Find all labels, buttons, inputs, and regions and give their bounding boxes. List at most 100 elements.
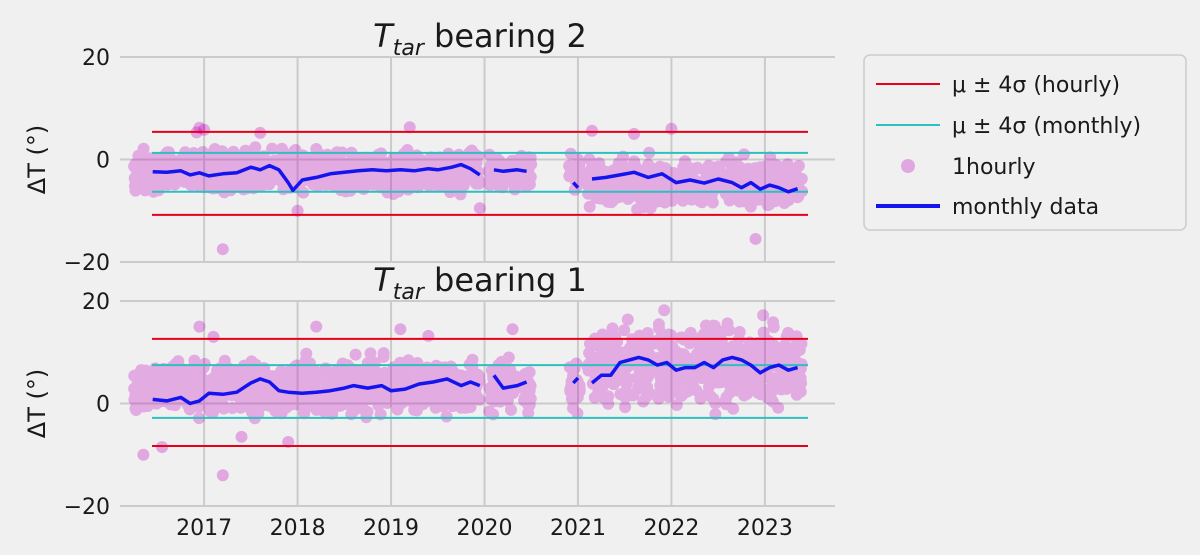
hourly-scatter-point: [666, 373, 678, 386]
hourly-scatter-point: [216, 469, 229, 482]
hourly-scatter-point: [738, 148, 750, 161]
hourly-scatter-point: [262, 391, 274, 404]
hourly-scatter-point: [795, 337, 808, 350]
hourly-scatter-point: [518, 391, 531, 404]
hourly-scatter-point: [566, 386, 579, 399]
hourly-scatter-point: [368, 370, 381, 383]
hourly-scatter-point: [178, 152, 191, 165]
hourly-scatter-point: [565, 375, 578, 388]
hourly-scatter-point: [307, 380, 320, 393]
hourly-scatter-point: [624, 345, 637, 358]
hourly-scatter-point: [428, 385, 441, 397]
hourly-scatter-point: [628, 127, 641, 140]
hourly-scatter-point: [203, 376, 216, 389]
hourly-scatter-point: [257, 381, 270, 394]
hourly-scatter-point: [764, 382, 777, 395]
hourly-scatter-point: [564, 385, 577, 397]
hourly-scatter-point: [782, 326, 795, 339]
hourly-scatter-point: [454, 172, 467, 185]
hourly-scatter-point: [664, 340, 676, 353]
hourly-scatter-point: [266, 168, 279, 181]
hourly-scatter-point: [473, 202, 486, 215]
hourly-scatter-point: [466, 173, 479, 186]
hourly-scatter-point: [311, 179, 324, 192]
hourly-scatter-point: [666, 194, 679, 207]
hourly-scatter-point: [155, 171, 168, 184]
hourly-scatter-point: [470, 177, 483, 190]
hourly-scatter-point: [640, 339, 653, 352]
hourly-scatter-point: [654, 379, 667, 392]
hourly-scatter-point: [201, 161, 214, 174]
hourly-scatter-point: [235, 370, 248, 383]
hourly-scatter-point: [194, 158, 207, 171]
hourly-scatter-point: [396, 174, 409, 187]
hourly-scatter-point: [141, 381, 154, 394]
hourly-scatter-point: [752, 193, 765, 206]
hourly-scatter-point: [276, 393, 289, 406]
hourly-scatter-point: [139, 364, 152, 377]
hourly-scatter-point: [279, 157, 292, 170]
hourly-scatter-point: [206, 373, 219, 386]
hourly-scatter-point: [635, 199, 648, 211]
hourly-scatter-point: [408, 389, 420, 402]
hourly-scatter-point: [588, 351, 601, 364]
hourly-scatter-point: [161, 369, 174, 382]
hourly-scatter-point: [762, 392, 774, 405]
hourly-scatter-point: [187, 383, 200, 396]
hourly-scatter-point: [204, 378, 216, 391]
hourly-scatter-point: [763, 198, 776, 211]
hourly-scatter-point: [296, 156, 309, 169]
hourly-scatter-point: [222, 179, 234, 192]
hourly-scatter-point: [458, 371, 471, 384]
hourly-scatter-point: [338, 174, 351, 187]
hourly-scatter-point: [747, 346, 760, 359]
hourly-scatter-point: [446, 400, 459, 413]
hourly-scatter-point: [141, 168, 154, 181]
hourly-scatter-point: [444, 388, 457, 400]
hourly-scatter-point: [612, 187, 625, 200]
title-symbol: T: [373, 17, 395, 55]
hourly-scatter-point: [162, 381, 175, 394]
hourly-scatter-point: [645, 366, 658, 379]
hourly-scatter-point: [616, 173, 628, 186]
hourly-scatter-point: [692, 369, 704, 382]
hourly-scatter-point: [382, 174, 395, 187]
hourly-scatter-point: [405, 371, 418, 384]
hourly-scatter-point: [200, 155, 213, 168]
hourly-scatter-point: [355, 397, 368, 410]
hourly-scatter-point: [438, 155, 451, 168]
hourly-scatter-point: [792, 159, 805, 172]
hourly-scatter-point: [129, 180, 141, 193]
hourly-scatter-point: [695, 341, 708, 354]
hourly-scatter-point: [411, 181, 424, 194]
hourly-scatter-point: [216, 173, 229, 186]
hourly-scatter-point: [398, 171, 411, 184]
hourly-scatter-point: [146, 156, 159, 169]
hourly-scatter-point: [779, 161, 792, 174]
hourly-scatter-point: [442, 380, 455, 393]
hourly-scatter-point: [242, 365, 255, 378]
hourly-scatter-point: [451, 169, 464, 182]
hourly-scatter-point: [738, 367, 751, 379]
hourly-scatter-point: [285, 373, 298, 385]
hourly-scatter-point: [596, 351, 609, 364]
hourly-scatter-point: [612, 191, 625, 204]
hourly-scatter-point: [207, 400, 220, 413]
hourly-scatter-point: [455, 172, 468, 185]
hourly-scatter-point: [395, 397, 408, 410]
hourly-scatter-point: [248, 151, 261, 164]
hourly-scatter-point: [397, 147, 410, 160]
hourly-scatter-point: [620, 177, 633, 190]
hourly-scatter-point: [771, 170, 784, 183]
hourly-scatter-point: [290, 156, 303, 169]
hourly-scatter-point: [640, 180, 653, 193]
hourly-scatter-point: [129, 173, 141, 186]
hourly-scatter-point: [732, 384, 744, 397]
hourly-scatter-point: [655, 366, 668, 379]
hourly-scatter-point: [442, 384, 454, 397]
hourly-scatter-point: [298, 377, 311, 390]
hourly-scatter-point: [304, 158, 317, 171]
hourly-scatter-point: [570, 357, 583, 370]
hourly-scatter-point: [412, 173, 425, 186]
hourly-scatter-point: [283, 370, 295, 383]
